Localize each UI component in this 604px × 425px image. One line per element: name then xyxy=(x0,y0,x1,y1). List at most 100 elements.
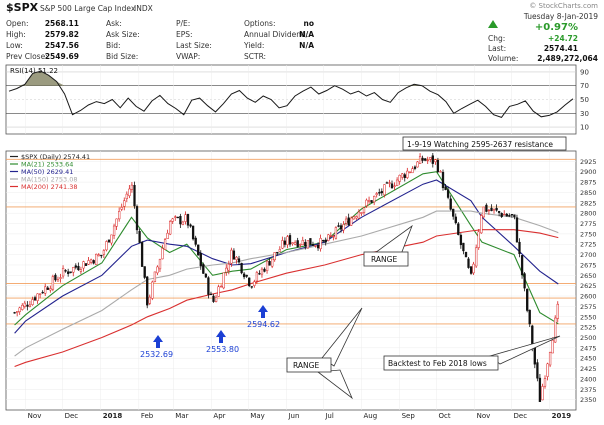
symbol: $SPX xyxy=(6,1,39,14)
price-bar-body xyxy=(245,274,248,277)
price-bar-body xyxy=(449,198,452,210)
price-bar-body xyxy=(520,255,524,276)
price-tick-label: 2575 xyxy=(580,303,597,311)
price-bar-body xyxy=(439,171,442,173)
price-bar-body xyxy=(281,240,284,249)
vwap-label: VWAP: xyxy=(176,52,200,61)
price-bar-body xyxy=(255,272,259,282)
low-arrow-3: 2594.62 xyxy=(247,305,280,329)
price-bar-body xyxy=(82,261,85,269)
x-tick-label: Jul xyxy=(324,412,334,420)
price-tick-label: 2625 xyxy=(580,282,597,290)
price-bar-body xyxy=(319,238,322,250)
price-bar-body xyxy=(237,258,241,263)
price-bar-body xyxy=(357,211,361,219)
price-bar-body xyxy=(446,189,450,198)
price-bar-body xyxy=(533,346,536,365)
price-bar-body xyxy=(288,235,292,245)
rsi-level-label: 90 xyxy=(580,68,589,76)
price-tick-label: 2850 xyxy=(580,189,597,197)
price-bar-body xyxy=(495,207,498,211)
price-bar-body xyxy=(166,232,169,239)
price-bar-body xyxy=(548,352,552,366)
price-bar-body xyxy=(367,200,371,202)
x-tick-label: Nov xyxy=(28,412,42,420)
note-callout: 1-9-19 Watching 2595-2637 resistance xyxy=(402,136,567,151)
price-bar-body xyxy=(240,262,243,274)
chg-label: Chg: xyxy=(488,34,505,43)
backtest-callout: Backtest to Feb 2018 lows xyxy=(383,335,561,371)
price-bar-body xyxy=(278,249,281,252)
price-bar-body xyxy=(424,158,427,161)
price-tick-label: 2475 xyxy=(580,344,597,352)
price-bar-body xyxy=(227,263,230,271)
price-bar-body xyxy=(513,214,516,217)
high-label: High: xyxy=(6,30,26,39)
price-bar-body xyxy=(54,274,57,281)
price-tick-label: 2800 xyxy=(580,210,597,218)
price-bar-body xyxy=(212,295,215,302)
low-value-3: 2594.62 xyxy=(247,320,280,329)
price-bar-body xyxy=(528,309,531,325)
price-axis-labels: 2925 2900 2875 2850 2825 2800 2775 2750 2725 2700… xyxy=(580,158,597,404)
price-bar-body xyxy=(485,204,488,212)
rsi-panel: RSI(14) 51.22 90 70 50 30 10 xyxy=(5,64,589,135)
price-bar-body xyxy=(395,179,399,186)
price-bar-body xyxy=(263,268,266,272)
price-tick-label: 2775 xyxy=(580,220,597,228)
price-bar-body xyxy=(554,317,557,343)
price-bar-body xyxy=(120,207,123,210)
dividend-label: Annual Dividend: xyxy=(244,30,308,39)
price-bar-body xyxy=(480,215,483,234)
price-panel: 2925 2900 2875 2850 2825 2800 2775 2750 2725 2700… xyxy=(5,136,597,420)
price-bar-body xyxy=(342,224,345,231)
price-bar-body xyxy=(276,251,279,254)
price-tick-label: 2400 xyxy=(580,375,597,383)
price-bar-body xyxy=(490,207,493,212)
price-tick-label: 2875 xyxy=(580,179,597,187)
price-bar-body xyxy=(459,234,463,246)
range-callout-bottom: RANGE xyxy=(286,307,363,400)
price-bar-body xyxy=(21,304,24,310)
low-arrow-1: 2532.69 xyxy=(140,335,173,359)
price-bar-body xyxy=(123,200,126,207)
price-bar-body xyxy=(487,209,491,212)
arrow-up-icon xyxy=(216,330,226,343)
price-bar-body xyxy=(500,213,503,217)
price-bar-body xyxy=(370,200,373,203)
price-bar-body xyxy=(23,302,26,307)
price-bar-body xyxy=(189,224,192,227)
price-bar-body xyxy=(431,155,434,164)
price-bar-body xyxy=(418,156,422,164)
price-bar-body xyxy=(87,260,90,265)
moving-averages xyxy=(14,171,559,368)
price-bar-body xyxy=(222,272,225,289)
moving-average-line xyxy=(14,229,559,368)
legend-entry: MA(50) 2629.41 xyxy=(21,168,73,176)
price-bar-body xyxy=(204,273,208,278)
price-bar-body xyxy=(133,185,136,207)
price-bar-body xyxy=(373,196,376,203)
price-bar-body xyxy=(31,299,34,305)
price-bar-body xyxy=(148,296,151,304)
price-bar-body xyxy=(46,287,49,290)
price-bar-body xyxy=(413,166,417,169)
price-bar-body xyxy=(158,258,162,270)
low-value-1: 2532.69 xyxy=(140,350,173,359)
price-bar-body xyxy=(214,296,218,302)
price-bar-body xyxy=(130,184,134,190)
price-bar-body xyxy=(51,276,55,290)
price-bar-body xyxy=(355,216,358,219)
price-bar-body xyxy=(163,239,167,250)
rsi-grid xyxy=(6,65,576,134)
price-bar-body xyxy=(258,273,261,275)
price-bar-body xyxy=(67,271,70,274)
volume-value: 2,489,272,064 xyxy=(537,54,598,63)
price-bar-body xyxy=(250,286,253,288)
quote-date: Tuesday 8-Jan-2019 xyxy=(523,12,598,21)
price-bar-body xyxy=(13,312,16,314)
price-bar-body xyxy=(538,377,542,402)
price-bar-body xyxy=(265,260,269,271)
x-tick-label: Dec xyxy=(65,412,79,420)
